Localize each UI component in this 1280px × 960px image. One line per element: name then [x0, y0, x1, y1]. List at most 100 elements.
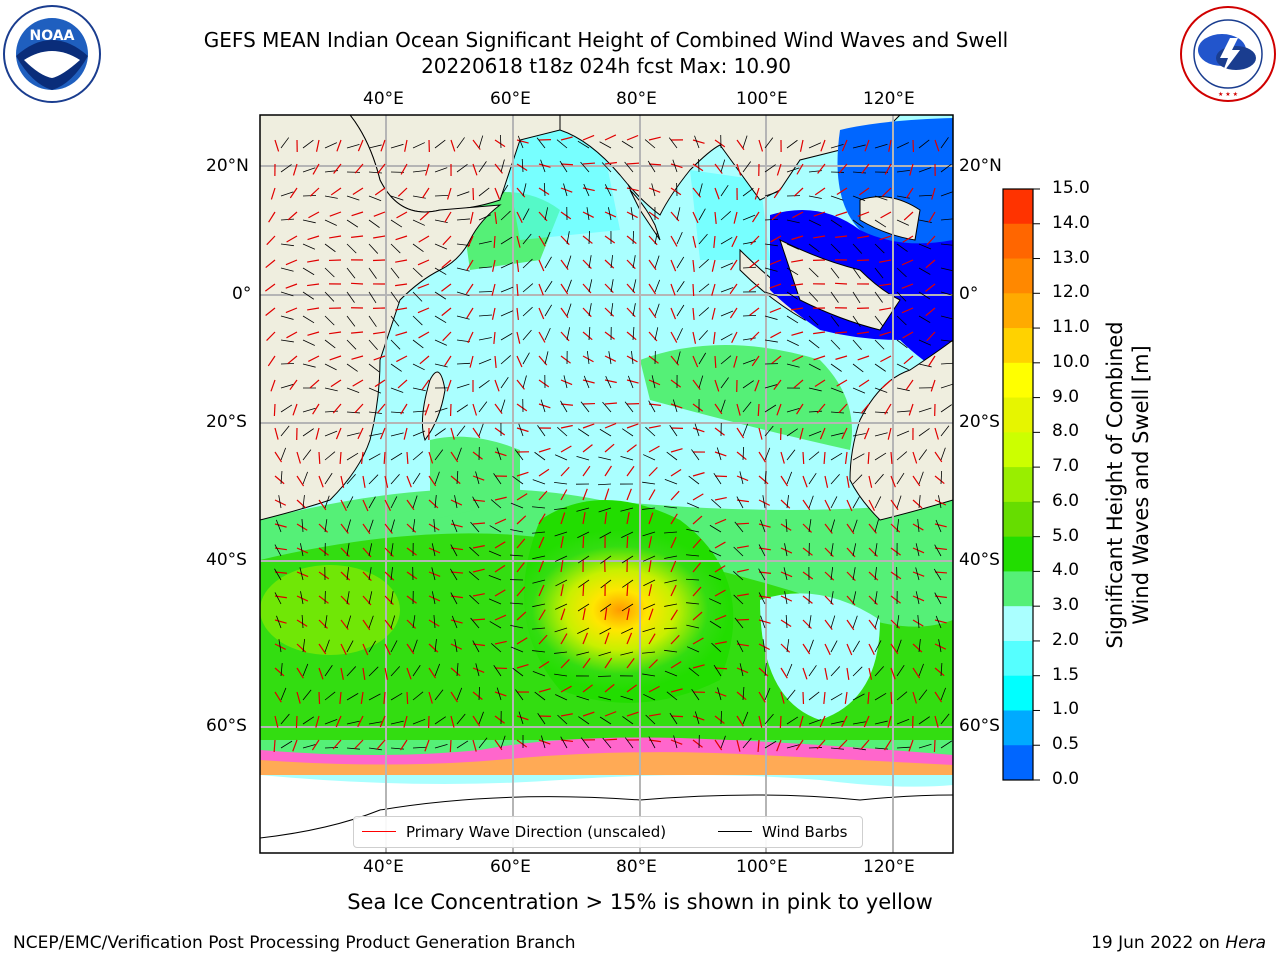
- wind-barb: [368, 243, 379, 254]
- wave-direction-arrow: [442, 331, 452, 342]
- wave-direction-arrow: [582, 512, 586, 525]
- wind-barb: [632, 303, 636, 317]
- wind-barb: [940, 687, 946, 701]
- wind-barb: [676, 328, 683, 341]
- colorbar-tick-label: 4.0: [1052, 560, 1080, 581]
- wind-barb: [720, 237, 733, 245]
- wave-direction-arrow: [270, 379, 276, 392]
- wind-barb: [346, 363, 358, 372]
- wave-direction-arrow: [406, 643, 415, 655]
- wind-barb: [368, 496, 376, 509]
- wind-barb: [368, 567, 372, 581]
- wind-barb: [522, 306, 533, 317]
- colorbar-tick-label: 10.0: [1052, 351, 1090, 372]
- wave-direction-arrow: [403, 715, 408, 728]
- wave-direction-arrow: [648, 584, 653, 597]
- lon-label-top: 80°E: [616, 89, 657, 109]
- wind-barb: [940, 339, 953, 342]
- wind-barb: [368, 615, 374, 629]
- wave-direction-arrow: [362, 571, 372, 582]
- wave-direction-arrow: [296, 643, 307, 653]
- wave-direction-arrow: [604, 402, 618, 405]
- wind-barb: [742, 187, 754, 197]
- wind-barb: [918, 339, 932, 346]
- wave-direction-arrow: [494, 614, 507, 621]
- wave-direction-arrow: [908, 403, 914, 416]
- wave-direction-arrow: [494, 564, 506, 573]
- colorbar-segment: [1003, 536, 1033, 572]
- wind-barb: [434, 428, 446, 437]
- wave-direction-arrow: [604, 632, 610, 645]
- wave-direction-arrow: [428, 691, 433, 704]
- wave-direction-arrow: [472, 568, 485, 573]
- wind-barb: [808, 243, 820, 253]
- wind-barb: [940, 663, 943, 677]
- wind-barb: [280, 164, 292, 173]
- wind-barb: [622, 579, 634, 588]
- wave-direction-arrow: [648, 466, 658, 477]
- wind-barb: [368, 291, 377, 304]
- wind-barb: [543, 182, 546, 197]
- wave-direction-arrow: [863, 715, 870, 728]
- wind-barb: [488, 598, 502, 605]
- wind-barb: [368, 339, 378, 351]
- wave-direction-arrow: [560, 355, 571, 364]
- wind-barb: [713, 472, 722, 485]
- wave-direction-arrow: [417, 283, 430, 289]
- wave-direction-arrow: [813, 211, 826, 217]
- wind-barb: [518, 423, 524, 437]
- wave-direction-arrow: [340, 595, 350, 606]
- wave-direction-arrow: [771, 211, 782, 221]
- wave-direction-arrow: [516, 586, 526, 597]
- wind-barb: [874, 143, 888, 149]
- wind-barb: [698, 233, 708, 245]
- wave-direction-arrow: [888, 139, 892, 152]
- wind-barb: [390, 195, 404, 201]
- wave-direction-arrow: [406, 547, 417, 556]
- wave-direction-arrow: [835, 235, 848, 238]
- wave-direction-arrow: [494, 541, 506, 549]
- wave-direction-arrow: [384, 643, 391, 656]
- wind-barb: [434, 471, 440, 485]
- wave-direction-arrow: [879, 283, 892, 287]
- wave-direction-arrow: [858, 379, 870, 388]
- lon-label-top: 120°E: [863, 89, 915, 109]
- wind-barb: [642, 507, 656, 510]
- wind-barb: [324, 142, 338, 149]
- wave-direction-arrow: [332, 739, 342, 750]
- wave-direction-arrow: [373, 235, 386, 239]
- wind-barb: [434, 663, 441, 677]
- wave-direction-arrow: [494, 403, 503, 415]
- wind-barb: [456, 713, 466, 725]
- wind-barb: [742, 314, 757, 317]
- colorbar-segment: [1003, 675, 1033, 711]
- wind-barb: [764, 425, 774, 437]
- wind-barb: [896, 472, 905, 485]
- wave-direction-arrow: [384, 595, 394, 605]
- wind-barb: [644, 139, 656, 149]
- wind-barb: [605, 375, 612, 389]
- wave-direction-arrow: [560, 633, 568, 645]
- wave-direction-arrow: [863, 427, 870, 440]
- wind-barb: [478, 214, 492, 221]
- wind-barb: [324, 639, 330, 653]
- wave-direction-arrow: [560, 187, 573, 193]
- wind-barb: [449, 568, 458, 581]
- wave-direction-arrow: [880, 211, 892, 219]
- wind-barb: [500, 399, 506, 413]
- wind-barb: [622, 428, 634, 437]
- wind-barb: [664, 478, 678, 485]
- wind-barb: [736, 640, 744, 653]
- wave-direction-arrow: [714, 355, 717, 369]
- wind-barb: [764, 339, 778, 343]
- wind-barb: [532, 479, 546, 485]
- wind-barb: [368, 363, 380, 373]
- map-area: [260, 115, 953, 853]
- wind-barb: [918, 639, 921, 653]
- wave-direction-arrow: [560, 283, 569, 295]
- chart-title: GEFS MEAN Indian Ocean Significant Heigh…: [203, 28, 1009, 52]
- wind-barb: [324, 267, 335, 278]
- wind-barb: [557, 427, 568, 437]
- wave-direction-arrow: [472, 403, 478, 416]
